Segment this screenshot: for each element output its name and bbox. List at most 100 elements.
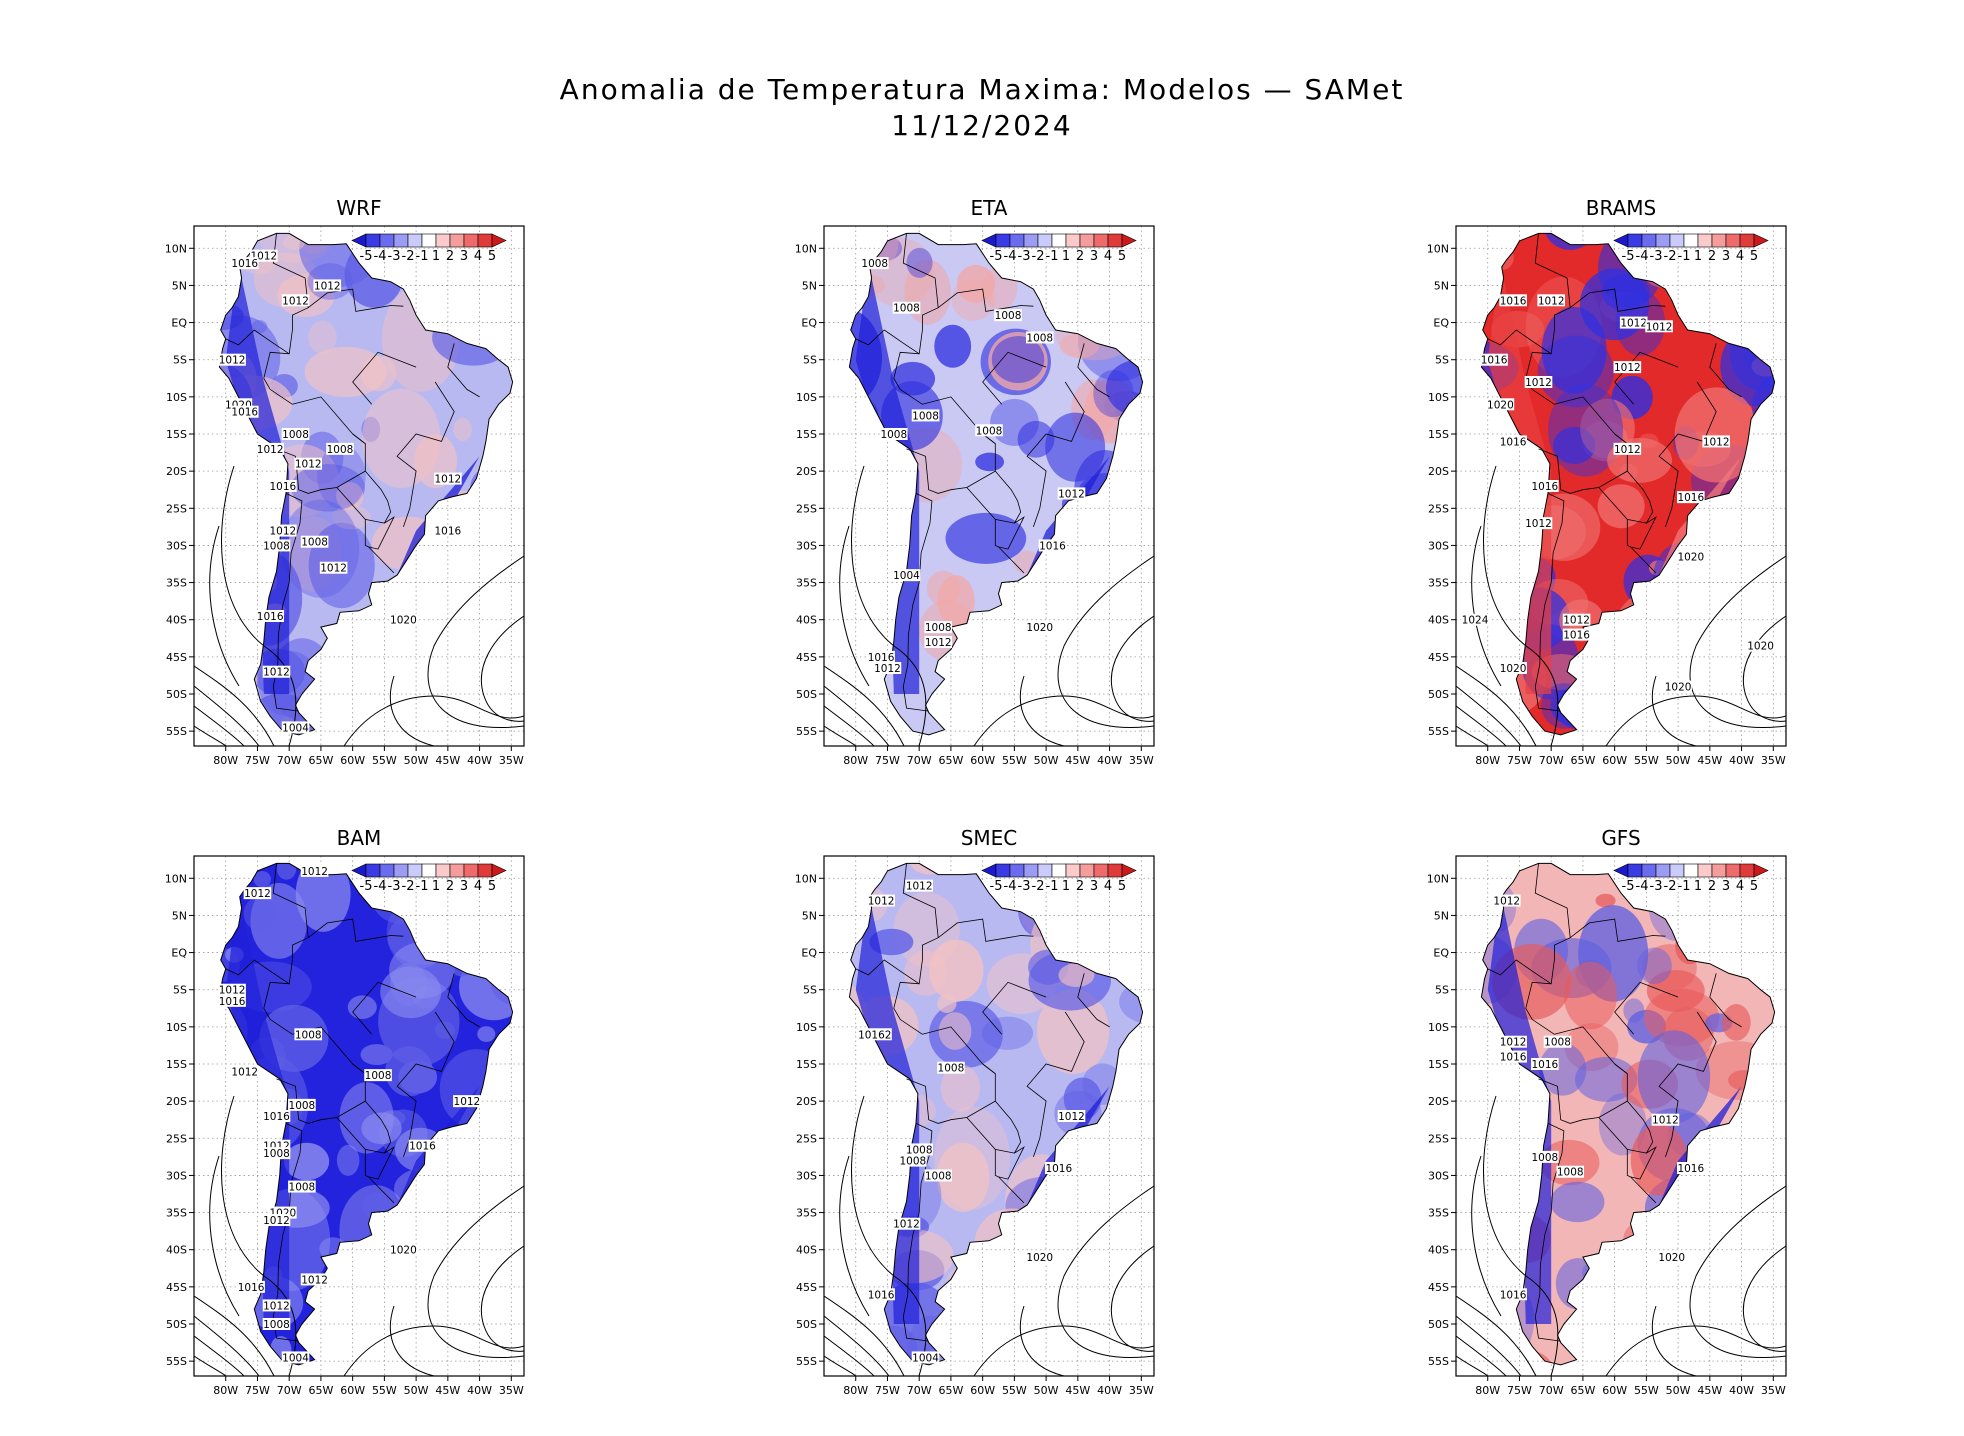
lon-tick-label: 55W — [372, 754, 397, 767]
svg-text:1004: 1004 — [282, 1352, 309, 1364]
isobar-label: 1012 — [924, 636, 953, 649]
isobar-label: 1004 — [281, 1351, 310, 1364]
colorbar-label: 5 — [488, 249, 496, 264]
map-panel-gfs: 1012 1012 1008 1016 1016 1012 1008 1008 1016 1020… — [1427, 855, 1787, 1397]
country-borders — [1487, 233, 1742, 712]
colorbar-label: -3 — [1650, 249, 1663, 264]
svg-text:1016: 1016 — [238, 1282, 265, 1294]
lat-tick-label: 30S — [166, 1169, 187, 1182]
colorbar-swatch — [1711, 863, 1727, 878]
isobar-label: 1008 — [262, 1318, 291, 1331]
lon-tick-label: 45W — [1697, 1384, 1722, 1397]
isobar-label: 1020 — [1664, 680, 1692, 694]
isobar-label: 1016 — [256, 610, 284, 623]
colorbar-label: 3 — [1090, 879, 1098, 894]
svg-text:1008: 1008 — [1557, 1167, 1584, 1179]
isobar-label: 1012 — [434, 472, 462, 486]
colorbar-label: 2 — [1076, 879, 1084, 894]
colorbar-swatch — [1009, 863, 1025, 878]
isobar-lines — [194, 1095, 524, 1376]
svg-text:1016: 1016 — [1531, 481, 1558, 493]
colorbar-swatch — [1107, 863, 1123, 878]
svg-text:1020: 1020 — [1487, 399, 1514, 411]
isobar-label: 1024 — [1461, 613, 1489, 627]
panel-title-smec: SMEC — [960, 826, 1018, 850]
figure-title-line1: Anomalia de Temperatura Maxima: Modelos … — [559, 73, 1405, 106]
map-panel-wrf: 1012 1016 1012 1012 1012 1020 1016 1008 1012 1008… — [165, 225, 525, 767]
colorbar-swatch — [1009, 233, 1025, 248]
svg-text:1012: 1012 — [263, 1300, 290, 1312]
colorbar-label: 4 — [1736, 879, 1744, 894]
lat-tick-label: 20S — [166, 1095, 187, 1108]
svg-text:1008: 1008 — [1531, 1152, 1558, 1164]
colorbar-label: -5 — [990, 879, 1003, 894]
isobar-label: 1016 — [230, 257, 259, 270]
svg-text:1012: 1012 — [1493, 896, 1520, 908]
isobar-label: 1008 — [1025, 331, 1054, 344]
lat-tick-label: 15S — [1428, 1058, 1449, 1071]
anomaly-field — [219, 233, 513, 735]
colorbar-swatch — [1669, 863, 1685, 878]
coastline — [218, 232, 514, 736]
anomaly-field — [1481, 863, 1775, 1365]
country-borders — [225, 233, 480, 712]
svg-text:1016: 1016 — [1500, 295, 1527, 307]
panel-title-wrf: WRF — [336, 196, 382, 220]
lat-tick-label: EQ — [1433, 317, 1449, 330]
lat-tick-label: 45S — [796, 1281, 817, 1294]
lon-tick-label: 50W — [1666, 1384, 1691, 1397]
isobar-label: 1008 — [262, 539, 291, 552]
lat-tick-label: 55S — [166, 1355, 187, 1368]
isobar-label: 1008 — [860, 257, 889, 270]
colorbar-label: -5 — [1622, 879, 1635, 894]
colorbar-swatch — [435, 233, 451, 248]
lat-tick-label: 55S — [796, 725, 817, 738]
panel-title-gfs: GFS — [1601, 826, 1641, 850]
isobar-label: 1012 — [905, 879, 933, 893]
colorbar-label: 2 — [1708, 249, 1716, 264]
lat-tick-label: 10S — [166, 391, 187, 404]
colorbar-label: -4 — [374, 879, 387, 894]
svg-text:1004: 1004 — [893, 570, 920, 582]
colorbar-label: -4 — [1004, 879, 1017, 894]
lat-tick-label: 35S — [796, 577, 817, 590]
lat-tick-label: 10S — [796, 1021, 817, 1034]
colorbar-label: -1 — [1678, 249, 1691, 264]
lon-tick-label: 70W — [277, 1384, 302, 1397]
isobar-label: 1016 — [1531, 480, 1559, 493]
svg-text:1008: 1008 — [906, 1144, 933, 1156]
isobar-label: 1008 — [924, 1169, 953, 1182]
svg-text:1016: 1016 — [1045, 1163, 1072, 1175]
lon-tick-label: 55W — [372, 1384, 397, 1397]
isobar-label: 1012 — [1619, 316, 1648, 330]
coastline — [218, 862, 514, 1366]
colorbar-label: 3 — [460, 879, 468, 894]
svg-text:1012: 1012 — [906, 881, 933, 893]
lon-tick-label: 65W — [308, 1384, 333, 1397]
colorbar-swatch — [435, 863, 451, 878]
coastline — [848, 862, 1144, 1366]
colorbar-swatch — [351, 863, 367, 878]
isobar-label: 1012 — [262, 665, 291, 679]
svg-text:1016: 1016 — [1039, 540, 1066, 552]
isobar-label: 1008 — [937, 1061, 965, 1075]
lat-tick-label: 25S — [1428, 502, 1449, 515]
lon-tick-label: 60W — [970, 1384, 995, 1397]
colorbar-label: -2 — [402, 879, 415, 894]
colorbar-swatch — [981, 863, 997, 878]
colorbar-label: -4 — [1636, 879, 1649, 894]
svg-text:1008: 1008 — [976, 425, 1003, 437]
lon-tick-label: 80W — [1475, 1384, 1500, 1397]
svg-text:1016: 1016 — [409, 1141, 436, 1153]
svg-text:1012: 1012 — [282, 295, 309, 307]
lon-tick-label: 40W — [1729, 1384, 1754, 1397]
colorbar-swatch — [1641, 233, 1657, 248]
colorbar-label: 3 — [1722, 879, 1730, 894]
lat-tick-label: 5S — [1435, 354, 1449, 367]
svg-text:1020: 1020 — [1658, 1252, 1685, 1264]
lat-tick-label: 25S — [1428, 1132, 1449, 1145]
lat-tick-label: 35S — [796, 1207, 817, 1220]
lat-tick-label: EQ — [171, 317, 187, 330]
lon-tick-label: 55W — [1634, 1384, 1659, 1397]
